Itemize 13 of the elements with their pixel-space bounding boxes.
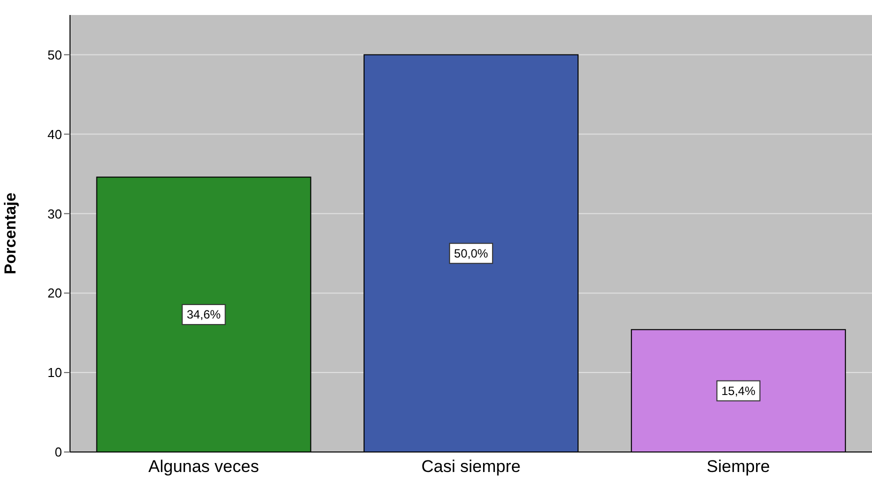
x-tick-label: Siempre	[706, 457, 770, 476]
data-label: 15,4%	[721, 384, 756, 398]
data-label: 34,6%	[186, 308, 222, 322]
x-tick-label: Casi siempre	[421, 457, 521, 476]
y-axis-title: Porcentaje	[2, 192, 20, 274]
x-tick-label: Algunas veces	[148, 457, 259, 476]
y-tick-label: 10	[48, 365, 62, 380]
y-tick-label: 40	[48, 126, 62, 142]
data-label: 50,0%	[454, 246, 488, 260]
y-tick-label: 0	[54, 444, 62, 460]
y-tick-label: 50	[48, 47, 62, 62]
y-tick-label: 20	[48, 286, 62, 301]
y-tick-label: 30	[48, 206, 62, 222]
